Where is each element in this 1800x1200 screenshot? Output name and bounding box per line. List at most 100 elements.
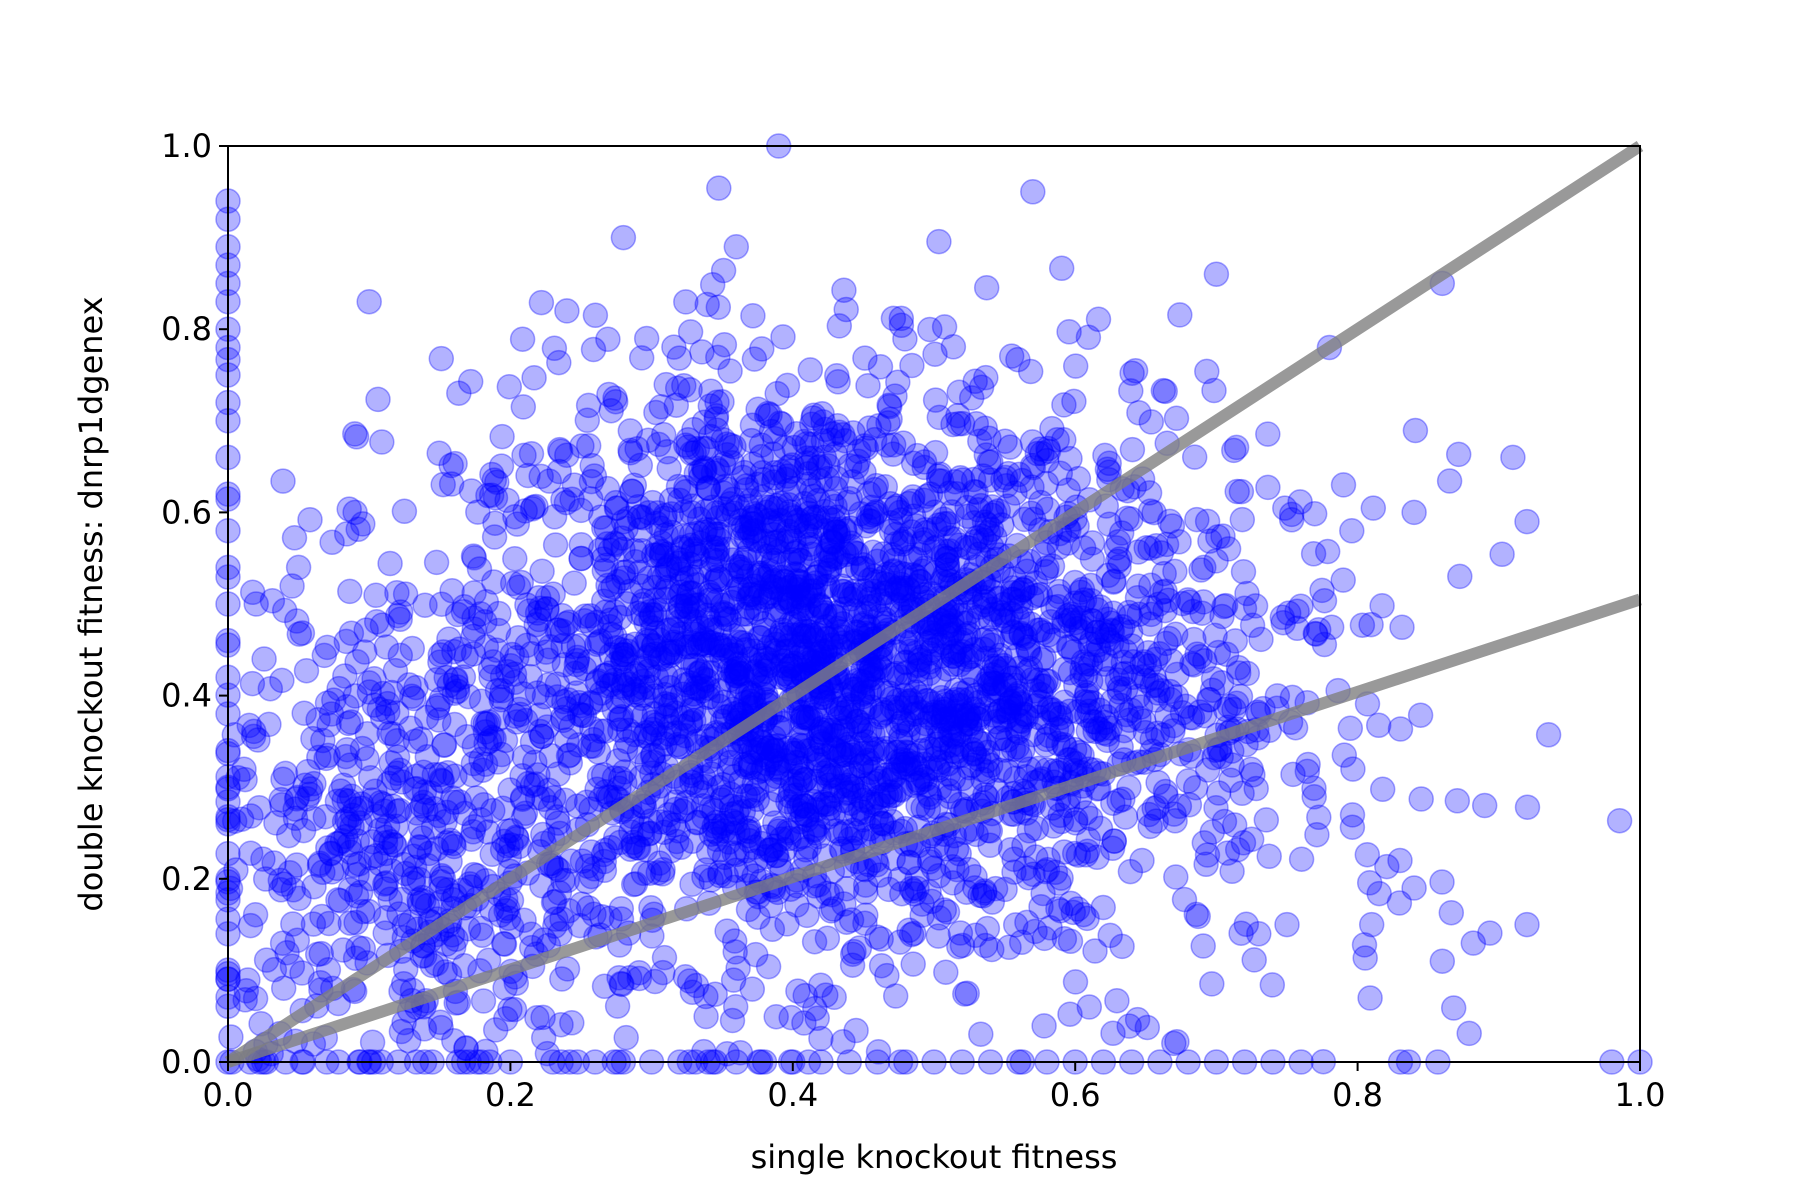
scatter-point xyxy=(1046,583,1072,610)
scatter-point xyxy=(932,688,959,714)
scatter-point xyxy=(395,1027,422,1054)
scatter-point xyxy=(641,574,668,601)
scatter-point xyxy=(901,920,927,947)
scatter-point xyxy=(695,606,722,633)
scatter-point xyxy=(663,828,690,855)
scatter-point xyxy=(983,655,1009,681)
scatter-point xyxy=(946,933,972,960)
scatter-point xyxy=(488,453,515,479)
scatter-point xyxy=(712,473,739,499)
scatter-point xyxy=(1031,673,1058,699)
scatter-point xyxy=(856,652,882,679)
scatter-point xyxy=(1219,858,1245,885)
scatter-point xyxy=(622,871,649,897)
x-tick-label: 0.8 xyxy=(1332,1076,1383,1114)
scatter-point xyxy=(749,757,776,784)
scatter-point xyxy=(741,346,768,372)
scatter-point xyxy=(824,615,851,642)
scatter-point xyxy=(717,491,743,517)
scatter-point xyxy=(494,833,521,859)
scatter-point xyxy=(665,550,692,577)
x-tick-label: 0.2 xyxy=(485,1076,536,1114)
scatter-point xyxy=(480,797,506,824)
points-layer xyxy=(215,133,1653,1075)
scatter-point xyxy=(377,550,403,577)
scatter-point xyxy=(766,849,792,876)
scatter-point xyxy=(931,511,957,537)
scatter-point xyxy=(735,585,762,611)
scatter-point xyxy=(838,533,864,560)
scatter-point xyxy=(553,489,580,516)
scatter-point xyxy=(822,441,849,467)
scatter-point xyxy=(781,662,807,689)
scatter-point xyxy=(943,743,970,770)
scatter-point xyxy=(703,500,730,526)
scatter-point xyxy=(975,520,1002,546)
scatter-point xyxy=(851,578,877,604)
scatter-point xyxy=(657,642,683,669)
scatter-point xyxy=(705,820,731,847)
scatter-point xyxy=(1022,570,1049,596)
scatter-point xyxy=(979,889,1006,915)
scatter-point xyxy=(602,825,629,851)
scatter-point xyxy=(284,608,310,634)
scatter-point xyxy=(947,629,974,656)
scatter-point xyxy=(772,589,799,615)
scatter-point xyxy=(359,828,386,855)
scatter-point xyxy=(828,619,854,645)
scatter-point xyxy=(237,912,264,939)
scatter-point xyxy=(796,602,823,629)
scatter-point xyxy=(905,658,931,684)
scatter-point xyxy=(740,303,766,329)
scatter-point xyxy=(1129,847,1155,874)
scatter-point xyxy=(1035,435,1061,462)
scatter-point xyxy=(823,519,849,545)
scatter-point xyxy=(272,760,299,787)
scatter-point xyxy=(776,820,802,846)
scatter-point xyxy=(384,744,411,770)
scatter-point xyxy=(414,744,441,770)
scatter-point xyxy=(433,664,459,691)
scatter-point xyxy=(864,924,890,950)
scatter-point xyxy=(594,475,621,502)
scatter-point xyxy=(711,331,738,358)
scatter-point xyxy=(604,993,631,1019)
scatter-point xyxy=(737,581,763,608)
scatter-point xyxy=(979,936,1005,963)
scatter-point xyxy=(1154,703,1180,729)
scatter-point xyxy=(596,613,623,640)
scatter-point xyxy=(356,670,382,696)
scatter-point xyxy=(830,578,857,605)
scatter-point xyxy=(1163,864,1189,890)
scatter-point xyxy=(1020,179,1046,205)
scatter-point xyxy=(1309,577,1335,604)
scatter-point xyxy=(489,677,515,704)
scatter-point xyxy=(549,906,575,932)
scatter-point xyxy=(775,518,802,544)
scatter-point xyxy=(888,312,915,339)
scatter-point xyxy=(831,539,857,565)
scatter-point xyxy=(1369,776,1396,803)
scatter-point xyxy=(1133,535,1159,561)
scatter-point xyxy=(1190,933,1216,959)
scatter-point xyxy=(862,756,888,782)
scatter-point xyxy=(636,725,663,752)
scatter-point xyxy=(529,723,555,750)
scatter-point xyxy=(890,754,917,780)
scatter-point xyxy=(886,776,913,803)
scatter-point xyxy=(510,394,537,420)
scatter-point xyxy=(1180,598,1206,625)
scatter-point xyxy=(907,568,933,595)
scatter-point xyxy=(973,364,999,391)
scatter-point xyxy=(1019,429,1046,455)
scatter-point xyxy=(1030,880,1056,907)
scatter-point xyxy=(821,737,847,763)
scatter-point xyxy=(1211,808,1238,835)
scatter-point xyxy=(1004,718,1031,744)
scatter-point xyxy=(880,432,907,458)
scatter-point xyxy=(745,396,771,423)
scatter-point xyxy=(965,497,992,523)
scatter-point xyxy=(727,515,753,541)
scatter-point xyxy=(857,586,883,612)
scatter-point xyxy=(1087,716,1114,743)
